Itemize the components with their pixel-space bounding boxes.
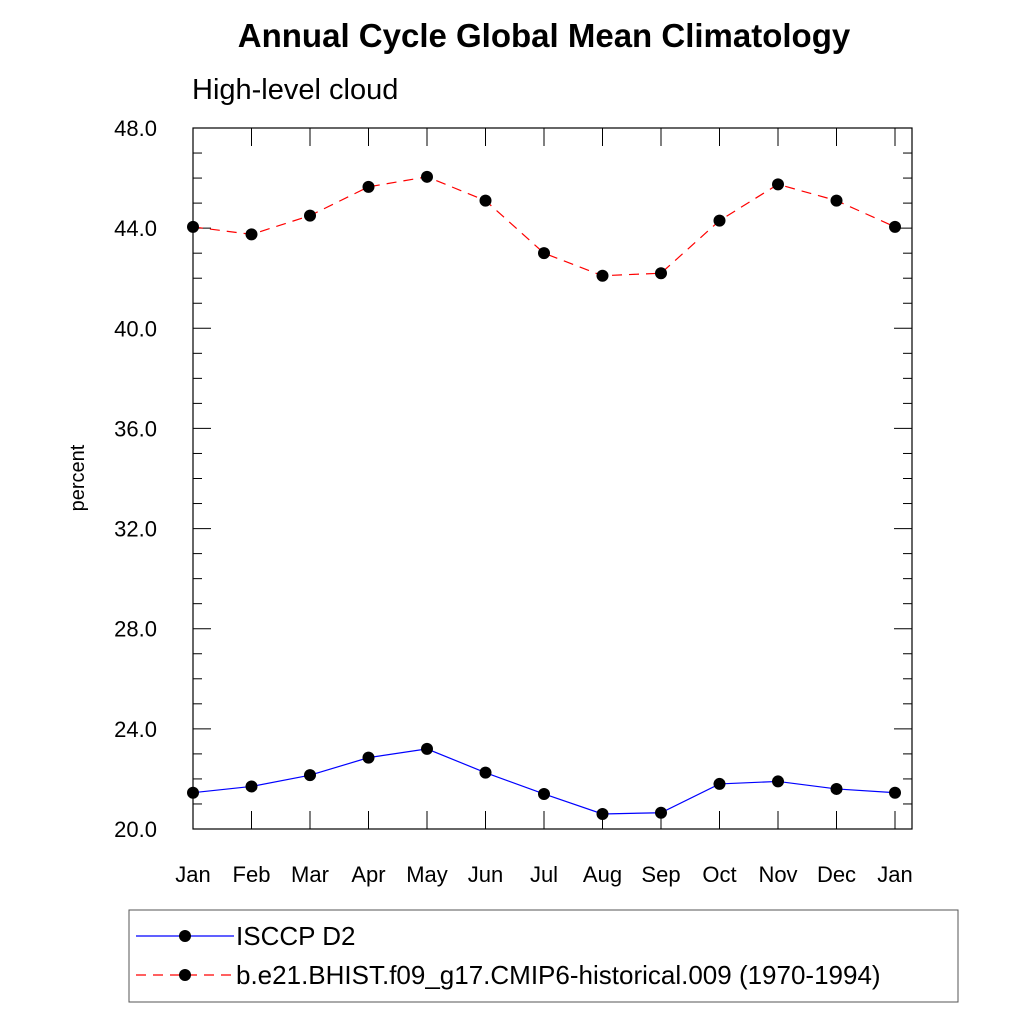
plot-frame bbox=[192, 127, 913, 830]
series-0-point bbox=[596, 807, 609, 820]
series-0-point bbox=[187, 786, 199, 799]
legend-marker-isccp bbox=[179, 930, 191, 942]
y-tick-label: 28.0 bbox=[114, 617, 157, 642]
chart-subtitle: High-level cloud bbox=[192, 74, 398, 106]
series-1-point bbox=[596, 269, 609, 282]
y-tick-label: 44.0 bbox=[114, 216, 157, 241]
axis-ticks bbox=[192, 127, 912, 830]
series-1-point bbox=[421, 170, 433, 183]
series-1-point bbox=[479, 194, 492, 207]
series-line-0 bbox=[192, 748, 896, 815]
series-1-point bbox=[187, 220, 199, 233]
series-line-1 bbox=[192, 176, 896, 277]
x-tick-label: Jan bbox=[877, 862, 912, 887]
series-1-point bbox=[362, 180, 375, 193]
x-tick-label: Aug bbox=[583, 862, 622, 887]
x-tick-label: Feb bbox=[233, 862, 271, 887]
series-0-point bbox=[538, 787, 550, 800]
x-tick-label: Jan bbox=[175, 862, 210, 887]
x-tick-label: Apr bbox=[351, 862, 385, 887]
y-axis-title: percent bbox=[67, 444, 89, 511]
legend-label-model: b.e21.BHIST.f09_g17.CMIP6-historical.009… bbox=[236, 960, 881, 990]
legend-marker-model bbox=[179, 969, 191, 981]
series-1-point bbox=[713, 214, 726, 227]
x-tick-label: Sep bbox=[641, 862, 680, 887]
series-1-point bbox=[830, 194, 843, 207]
data-series bbox=[187, 170, 901, 820]
x-tick-label: Mar bbox=[291, 862, 329, 887]
x-tick-label: May bbox=[406, 862, 448, 887]
series-0-point bbox=[889, 786, 901, 799]
x-tick-label: Oct bbox=[702, 862, 736, 887]
series-0-point bbox=[245, 780, 258, 793]
y-tick-label: 40.0 bbox=[114, 316, 157, 341]
y-tick-label: 24.0 bbox=[114, 717, 157, 742]
series-0-point bbox=[772, 775, 784, 788]
legend-label-isccp: ISCCP D2 bbox=[236, 921, 355, 951]
series-1-point bbox=[304, 209, 316, 222]
y-tick-label: 20.0 bbox=[114, 817, 157, 842]
series-1-point bbox=[245, 228, 258, 241]
series-0-point bbox=[362, 751, 375, 764]
series-0-point bbox=[304, 769, 316, 782]
series-0-point bbox=[713, 777, 726, 790]
series-0-point bbox=[421, 742, 433, 755]
y-tick-label: 48.0 bbox=[114, 116, 157, 141]
y-tick-label: 36.0 bbox=[114, 416, 157, 441]
x-tick-label: Jul bbox=[530, 862, 558, 887]
x-tick-label: Dec bbox=[817, 862, 856, 887]
x-tick-label: Jun bbox=[468, 862, 503, 887]
series-1-point bbox=[889, 220, 901, 233]
series-1-point bbox=[538, 247, 550, 260]
series-1-point bbox=[655, 267, 667, 280]
legend-box bbox=[128, 909, 959, 1003]
chart-title: Annual Cycle Global Mean Climatology bbox=[238, 17, 851, 54]
legend: ISCCP D2 b.e21.BHIST.f09_g17.CMIP6-histo… bbox=[128, 909, 959, 1003]
x-tick-labels: Jan Feb Mar Apr May Jun Jul Aug Sep Oct Nov Dec Jan bbox=[175, 862, 912, 887]
x-tick-label: Nov bbox=[758, 862, 797, 887]
y-tick-label: 32.0 bbox=[114, 517, 157, 542]
series-0-point bbox=[479, 766, 492, 779]
y-tick-labels: 20.0 24.0 28.0 32.0 36.0 40.0 44.0 48.0 bbox=[114, 116, 157, 842]
series-0-point bbox=[655, 806, 667, 819]
series-1-point bbox=[772, 178, 784, 191]
series-0-point bbox=[830, 782, 843, 795]
